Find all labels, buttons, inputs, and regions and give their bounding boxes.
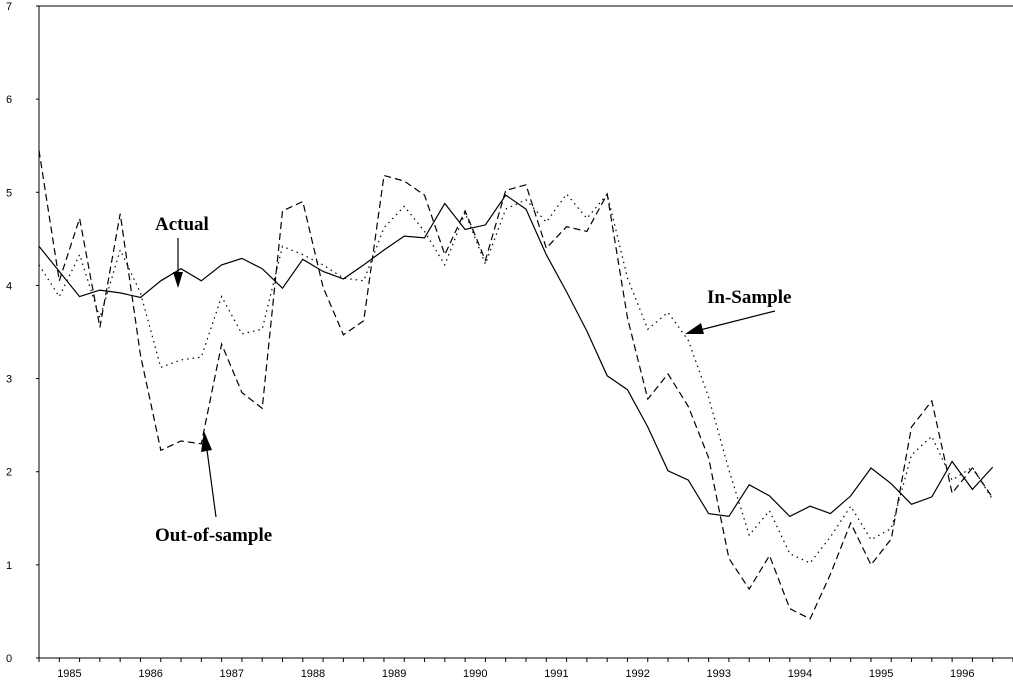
x-tick-label: 1991 [544, 668, 568, 680]
x-tick-label: 1996 [950, 668, 974, 680]
x-ticks: 1985 1986 1987 1988 1989 1990 1991 1992 1993 1994… [38, 658, 1013, 680]
y-tick-label: 2 [6, 467, 12, 479]
annotations: Actual In-Sample Out-of-sample [155, 214, 791, 546]
x-tick-label: 1995 [869, 668, 893, 680]
y-tick-label: 4 [6, 280, 12, 292]
annotation-out-of-sample: Out-of-sample [155, 525, 272, 546]
x-tick-label: 1993 [707, 668, 731, 680]
axes [38, 5, 1013, 659]
x-tick-label: 1989 [382, 668, 406, 680]
annotation-out-of-sample-arrow [206, 449, 217, 518]
series-line-out-of-sample [38, 150, 994, 620]
y-tick-label: 3 [6, 374, 12, 386]
y-tick-label: 7 [6, 1, 12, 13]
x-tick-label: 1990 [463, 668, 487, 680]
y-tick-label: 6 [6, 94, 12, 106]
annotation-in-sample-arrowhead [685, 323, 704, 334]
x-tick-label: 1992 [625, 668, 649, 680]
y-tick-label: 5 [6, 187, 12, 199]
x-tick-label: 1987 [220, 668, 244, 680]
series-layer [38, 150, 994, 620]
x-tick-label: 1985 [57, 668, 81, 680]
y-ticks: 0 1 2 3 4 5 6 7 [6, 1, 39, 665]
y-tick-label: 0 [6, 653, 12, 665]
annotation-actual-arrowhead [173, 272, 183, 288]
annotation-actual: Actual [155, 214, 209, 235]
x-tick-label: 1986 [138, 668, 162, 680]
annotation-in-sample-arrow [699, 310, 776, 331]
series-line-actual [38, 194, 994, 518]
x-tick-label: 1994 [788, 668, 812, 680]
annotation-out-of-sample-arrowhead [201, 431, 212, 452]
annotation-in-sample: In-Sample [707, 287, 791, 308]
series-line-in-sample [38, 192, 994, 564]
y-tick-label: 1 [6, 560, 12, 572]
x-tick-label: 1988 [301, 668, 325, 680]
